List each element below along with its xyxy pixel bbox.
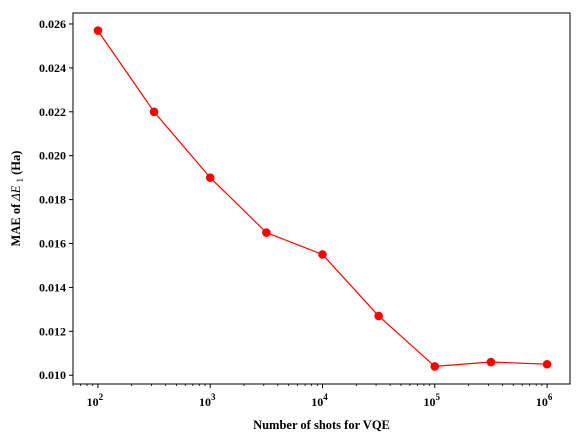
x-axis-label: Number of shots for VQE — [253, 418, 390, 432]
y-tick-label: 0.012 — [39, 324, 66, 338]
x-tick-label: 104 — [311, 392, 328, 409]
y-tick-label: 0.018 — [39, 193, 66, 207]
x-axis: 102 103 104 105 106 — [72, 384, 553, 409]
y-axis: 0.010 0.012 0.014 0.016 0.018 0.020 0.022 0.024… — [39, 17, 73, 382]
y-axis-label-math: ΔE — [9, 185, 23, 201]
data-point — [205, 173, 215, 182]
x-tick-label: 106 — [536, 392, 553, 409]
x-tick-label: 105 — [424, 392, 441, 409]
y-tick-label: 0.026 — [39, 17, 66, 31]
y-axis-label-subscript: 1 — [15, 178, 25, 183]
data-point — [149, 107, 159, 117]
data-point — [374, 311, 383, 321]
data-point — [542, 359, 552, 369]
series-layer — [93, 26, 552, 371]
y-tick-label: 0.020 — [39, 149, 66, 163]
data-point — [430, 362, 440, 371]
data-point — [486, 357, 496, 367]
y-tick-label: 0.022 — [39, 105, 66, 119]
y-tick-label: 0.010 — [39, 368, 66, 382]
data-point — [93, 26, 103, 35]
y-tick-label: 0.024 — [39, 61, 66, 75]
y-axis-label: MAE of ΔE 1 (Ha) — [9, 151, 26, 247]
y-tick-label: 0.014 — [39, 280, 66, 294]
x-tick-label: 102 — [87, 392, 104, 409]
plot-border — [72, 12, 571, 385]
y-axis-label-prefix: MAE of — [9, 201, 23, 247]
data-point — [262, 228, 271, 237]
y-tick-label: 0.016 — [39, 237, 66, 251]
series-line — [97, 30, 548, 368]
y-axis-label-suffix: (Ha) — [9, 151, 23, 175]
plot-frame — [72, 12, 571, 385]
x-tick-label: 103 — [199, 392, 216, 409]
data-point — [318, 250, 327, 259]
